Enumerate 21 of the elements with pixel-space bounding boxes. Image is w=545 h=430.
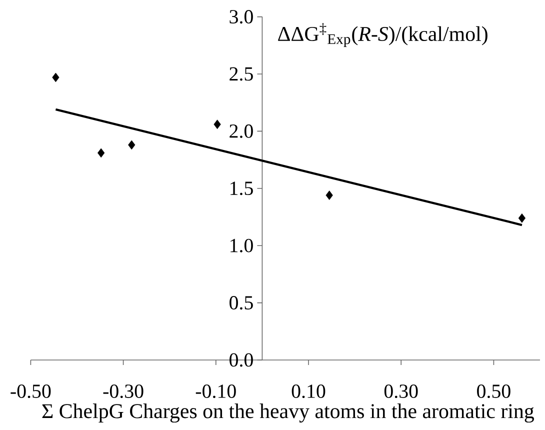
- y-tick-label: 0.0: [230, 353, 253, 367]
- x-tick-label: -0.50: [10, 384, 51, 398]
- y-tick-label: 2.0: [230, 124, 253, 138]
- x-tick-label: -0.30: [103, 384, 144, 398]
- x-tick-label: 0.30: [384, 384, 418, 398]
- y-tick-label: 3.0: [230, 10, 253, 24]
- y-tick-label: 1.5: [230, 182, 253, 196]
- y-tick-label: 0.5: [230, 296, 253, 310]
- point: [326, 190, 333, 200]
- point: [128, 140, 136, 150]
- point: [518, 213, 526, 223]
- x-tick-label: 0.10: [292, 384, 326, 398]
- point: [52, 72, 60, 82]
- x-tick-label: 0.50: [477, 384, 510, 398]
- y-tick-label: 1.0: [230, 238, 253, 252]
- x-tick-label: -0.10: [196, 384, 236, 398]
- point: [98, 148, 105, 158]
- x-axis-title: Σ ChelpG Charges on the heavy atoms in the aromatic ring: [42, 404, 534, 423]
- y-axis-title: ΔΔG$^{‡}$$_{Exp}$(R-S)/(kcal/mol): [278, 23, 488, 48]
- y-tick-label: 2.5: [230, 67, 253, 81]
- point: [214, 120, 221, 130]
